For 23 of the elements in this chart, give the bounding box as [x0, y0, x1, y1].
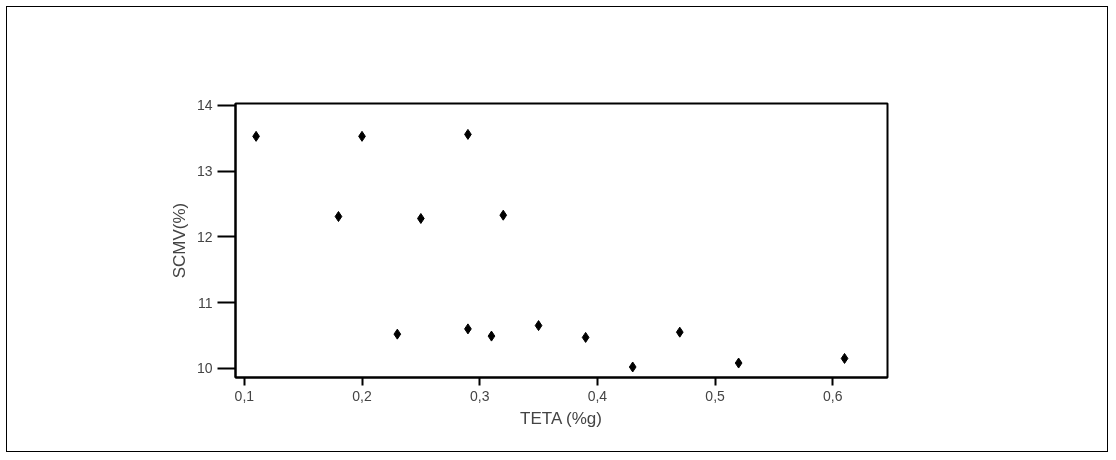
x-axis-title: TETA (%g) — [520, 408, 602, 428]
point — [675, 326, 684, 338]
x-tick-label: 0,5 — [705, 387, 726, 404]
y-axis-title: SCMV(%) — [169, 202, 189, 279]
y-tick-label: 13 — [196, 163, 213, 180]
y-tick-label: 10 — [196, 360, 213, 377]
x-tick-label: 0,1 — [234, 387, 255, 404]
point — [334, 211, 343, 223]
y-tick-label: 14 — [196, 97, 213, 114]
x-tick-label: 0,2 — [352, 387, 372, 404]
point — [628, 361, 637, 373]
point — [487, 330, 496, 342]
point — [393, 328, 402, 340]
point — [499, 209, 508, 221]
point — [840, 352, 849, 364]
point — [581, 331, 590, 343]
y-tick-label: 12 — [196, 228, 213, 245]
x-tick-label: 0,4 — [587, 387, 608, 404]
x-tick-label: 0,6 — [823, 387, 843, 404]
point — [734, 357, 743, 369]
x-tick-label: 0,3 — [469, 387, 490, 404]
y-tick-label: 11 — [197, 294, 213, 311]
point — [534, 320, 543, 332]
